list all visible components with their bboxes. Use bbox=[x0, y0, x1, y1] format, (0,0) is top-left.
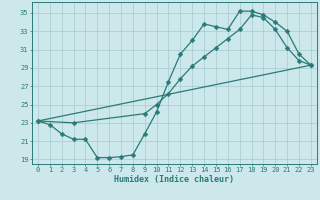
X-axis label: Humidex (Indice chaleur): Humidex (Indice chaleur) bbox=[115, 175, 234, 184]
